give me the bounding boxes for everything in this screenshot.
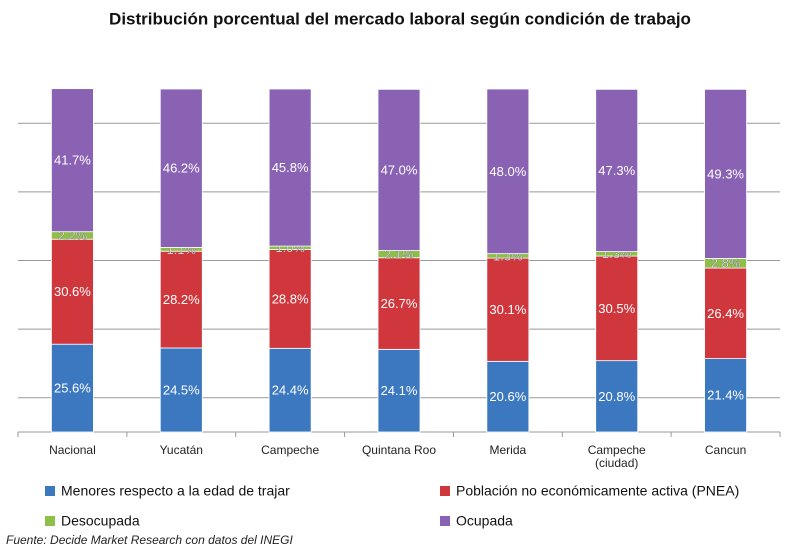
value-label: 47.0% <box>381 162 418 177</box>
legend-label: Población no económicamente activa (PNEA… <box>456 483 739 499</box>
bar-segment <box>377 88 421 251</box>
value-label: 20.8% <box>598 389 635 404</box>
bar-segment <box>377 257 421 350</box>
value-label: 49.3% <box>707 166 744 181</box>
legend-swatch <box>45 516 55 526</box>
value-label: 24.1% <box>381 383 418 398</box>
value-label: 30.1% <box>489 302 526 317</box>
bar-segment <box>595 360 639 433</box>
value-label: 24.4% <box>272 383 309 398</box>
x-tick-label: Quintana Roo <box>361 443 437 457</box>
bar-segment <box>704 88 747 259</box>
x-tick-label: Merida <box>489 443 527 457</box>
bar-segment <box>159 347 203 433</box>
bar-segment <box>486 88 530 255</box>
bar-segment <box>51 238 94 345</box>
bar-segment <box>268 347 312 433</box>
x-tick-label: Yucatán <box>159 443 203 457</box>
bar-segment <box>595 255 639 362</box>
bar-segment <box>595 88 639 252</box>
legend-swatch <box>440 486 450 496</box>
value-label: 21.4% <box>707 388 744 403</box>
bar-segment <box>486 360 530 433</box>
bar-segment <box>268 88 312 247</box>
value-label: 28.2% <box>163 292 200 307</box>
legend-swatch <box>440 516 450 526</box>
bar-segment <box>159 88 203 248</box>
value-label: 48.0% <box>489 164 526 179</box>
value-label: 26.4% <box>707 306 744 321</box>
bar-segment <box>159 250 203 349</box>
bar-segment <box>268 249 312 349</box>
source: Fuente: Decide Market Research con datos… <box>6 533 293 547</box>
bar-segment <box>51 88 94 233</box>
bar-segment <box>704 267 747 359</box>
value-label: 26.7% <box>381 296 418 311</box>
x-tick-label: Campeche <box>261 443 320 457</box>
value-label: 47.3% <box>598 163 635 178</box>
bar-segment <box>486 257 530 362</box>
bar-segment <box>704 358 747 433</box>
x-tick-label: Cancun <box>704 443 747 457</box>
x-tick-label: Campeche (ciudad) <box>587 443 646 470</box>
value-label: 2.8% <box>711 256 741 271</box>
value-label: 46.2% <box>163 161 200 176</box>
legend-label: Desocupada <box>61 513 140 529</box>
legend-label: Ocupada <box>456 513 513 529</box>
legend-label: Menores respecto a la edad de trajar <box>61 483 290 499</box>
value-label: 24.5% <box>163 382 200 397</box>
bar-segment <box>51 343 94 433</box>
value-label: 30.6% <box>54 284 91 299</box>
chart-title: Distribución porcentual del mercado labo… <box>109 9 691 28</box>
value-label: 25.6% <box>54 381 91 396</box>
value-label: 28.8% <box>272 291 309 306</box>
x-tick-label: Nacional <box>49 443 96 457</box>
value-label: 45.8% <box>272 160 309 175</box>
legend-swatch <box>45 486 55 496</box>
value-label: 20.6% <box>489 389 526 404</box>
bar-segment <box>377 348 421 433</box>
value-label: 41.7% <box>54 153 91 168</box>
value-label: 30.5% <box>598 301 635 316</box>
